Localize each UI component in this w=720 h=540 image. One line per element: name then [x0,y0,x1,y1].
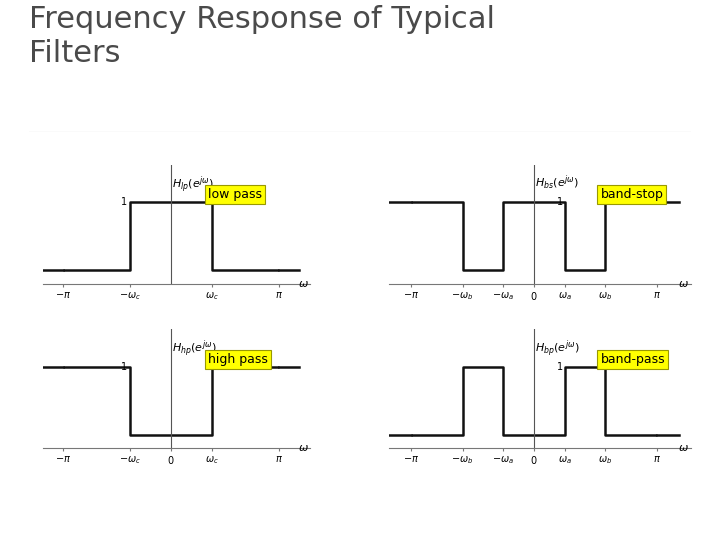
Text: $\omega$: $\omega$ [297,443,308,454]
Text: $H_{bp}(e^{j\omega})$: $H_{bp}(e^{j\omega})$ [535,338,580,359]
Text: 1: 1 [557,362,562,372]
Text: 1: 1 [121,197,127,207]
Text: band-stop: band-stop [600,188,663,201]
Text: 1: 1 [121,362,127,372]
Text: high pass: high pass [208,353,269,366]
Text: low pass: low pass [208,188,262,201]
Text: band-pass: band-pass [600,353,665,366]
Text: Frequency Response of Typical
Filters: Frequency Response of Typical Filters [29,5,495,68]
Text: 1: 1 [557,197,562,207]
Text: $H_{bs}(e^{j\omega})$: $H_{bs}(e^{j\omega})$ [535,173,578,192]
Text: $H_{hp}(e^{j\omega})$: $H_{hp}(e^{j\omega})$ [171,338,216,359]
Text: $H_{lp}(e^{j\omega})$: $H_{lp}(e^{j\omega})$ [171,173,214,194]
Text: $\omega$: $\omega$ [678,443,689,454]
Text: $\omega$: $\omega$ [678,279,689,289]
Text: $\omega$: $\omega$ [297,279,308,289]
